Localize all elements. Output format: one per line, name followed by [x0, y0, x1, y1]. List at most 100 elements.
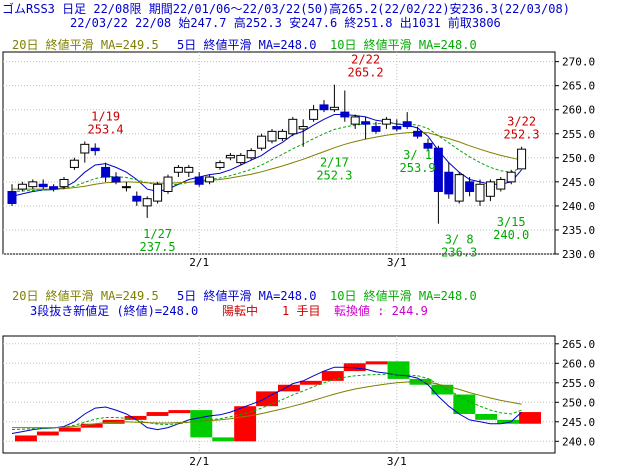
candle-body	[163, 176, 173, 192]
upper-legend-ma20: 20日 終値平滑 MA=249.5	[12, 37, 159, 52]
header-line-2: 22/03/22 22/08 始247.7 高252.3 安247.6 終251…	[70, 16, 501, 30]
candle-body	[90, 147, 100, 152]
lower-x-tick-label: 3/1	[387, 455, 407, 468]
annotation-date: 3/22	[507, 115, 536, 129]
kagi-brick	[124, 415, 147, 420]
candle-body	[361, 121, 371, 125]
annotation-date: 1/27	[143, 227, 172, 241]
kagi-brick	[234, 406, 257, 442]
kagi-legend-state: 陽転中	[222, 303, 258, 318]
candle-body	[329, 106, 339, 111]
upper-y-tick-label: 250.0	[562, 152, 595, 165]
kagi-brick	[80, 423, 103, 428]
kagi-brick	[343, 363, 366, 372]
candle-body	[142, 198, 152, 207]
kagi-brick	[475, 414, 498, 420]
lower-series-lines	[11, 366, 522, 434]
kagi-brick	[387, 361, 410, 379]
candle-body	[194, 176, 204, 185]
candle-body	[402, 121, 412, 128]
candle-body	[38, 183, 48, 188]
annotation-value: 240.0	[493, 228, 529, 242]
candle-body	[236, 154, 246, 164]
kagi-brick	[58, 427, 81, 432]
candle-body	[381, 118, 391, 125]
lower-y-tick-label: 240.0	[562, 435, 595, 448]
candle-body	[205, 176, 215, 183]
candle-body	[267, 130, 277, 142]
candle-body	[288, 118, 298, 135]
candle-body	[111, 176, 121, 183]
annotation-date: 1/19	[91, 109, 120, 123]
upper-y-tick-label: 230.0	[562, 248, 595, 261]
annotation-value: 237.5	[140, 240, 176, 254]
upper-grid	[3, 52, 555, 255]
candle-body	[246, 150, 256, 159]
candle-body	[506, 171, 516, 183]
candle-body	[485, 181, 495, 197]
candle-body	[215, 162, 225, 168]
upper-y-axis: 230.0 235.0 240.0 245.0 250.0 255.0 260.0 265.0…	[555, 56, 595, 261]
upper-y-tick-label: 270.0	[562, 56, 595, 69]
kagi-brick	[36, 431, 59, 436]
annotation-value: 252.3	[504, 128, 540, 142]
upper-y-tick-label: 255.0	[562, 128, 595, 141]
annotation-date: 2/17	[320, 156, 349, 170]
candle-body	[392, 126, 402, 130]
kagi-brick	[190, 410, 213, 438]
candle-body	[80, 143, 90, 154]
candle-body	[475, 183, 485, 202]
chart-header: ゴムRSS3 日足 22/08限 期間22/01/06～22/03/22(50)…	[0, 0, 624, 33]
lower-y-tick-label: 260.0	[562, 357, 595, 370]
upper-y-tick-label: 235.0	[562, 224, 595, 237]
annotation-value: 252.3	[316, 169, 352, 183]
header-line-1: ゴムRSS3 日足 22/08限 期間22/01/06～22/03/22(50)…	[2, 2, 570, 16]
kagi-brick	[321, 371, 344, 381]
candle-body	[59, 178, 69, 188]
kagi-brick	[299, 380, 322, 385]
kagi-legend-count: 1 手目	[282, 304, 320, 318]
kagi-brick	[497, 419, 520, 424]
lower-y-tick-label: 250.0	[562, 396, 595, 409]
candle-body	[225, 154, 235, 159]
lower-ma-line-2	[12, 381, 522, 429]
annotation-date: 3/15	[497, 215, 526, 229]
upper-legend-ma5: 5日 終値平滑 MA=248.0	[177, 37, 316, 52]
lower-legend-ma20: 20日 終値平滑 MA=249.5	[12, 288, 159, 303]
candle-body	[257, 135, 267, 149]
candle-body	[319, 104, 329, 111]
candle-body	[371, 126, 381, 132]
candle-body	[49, 186, 59, 190]
upper-x-tick-label: 2/1	[189, 256, 209, 269]
candle-body	[28, 181, 38, 188]
candle-body	[7, 190, 17, 205]
lower-y-tick-label: 245.0	[562, 416, 595, 429]
candle-body	[413, 130, 423, 137]
candle-body	[465, 181, 475, 192]
candle-body	[423, 142, 433, 149]
annotation-date: 3/ 1	[403, 148, 432, 162]
kagi-brick	[519, 412, 541, 424]
kagi-brick	[453, 394, 476, 414]
candle-body	[298, 126, 308, 130]
upper-ma-line-2	[12, 131, 522, 190]
annotation-value: 253.4	[88, 122, 124, 136]
candle-body	[350, 116, 360, 125]
annotation-value: 265.2	[348, 66, 384, 80]
upper-legend-ma10: 10日 終値平滑 MA=248.0	[330, 37, 477, 52]
lower-y-tick-label: 265.0	[562, 338, 595, 351]
lower-legend-ma10: 10日 終値平滑 MA=248.0	[330, 288, 477, 303]
lower-ma-line-0	[11, 366, 522, 434]
lower-y-axis: 240.0 245.0 250.0 255.0 260.0 265.0	[555, 338, 595, 448]
candle-body	[444, 171, 454, 195]
candle-body	[132, 195, 142, 202]
candle-body	[69, 159, 79, 168]
upper-y-tick-label: 245.0	[562, 176, 595, 189]
upper-x-tick-label: 3/1	[387, 256, 407, 269]
kagi-brick	[168, 410, 191, 414]
annotation-value: 253.9	[400, 161, 436, 175]
kagi-brick	[15, 435, 37, 442]
candle-body	[101, 166, 111, 178]
candle-body	[277, 130, 287, 140]
